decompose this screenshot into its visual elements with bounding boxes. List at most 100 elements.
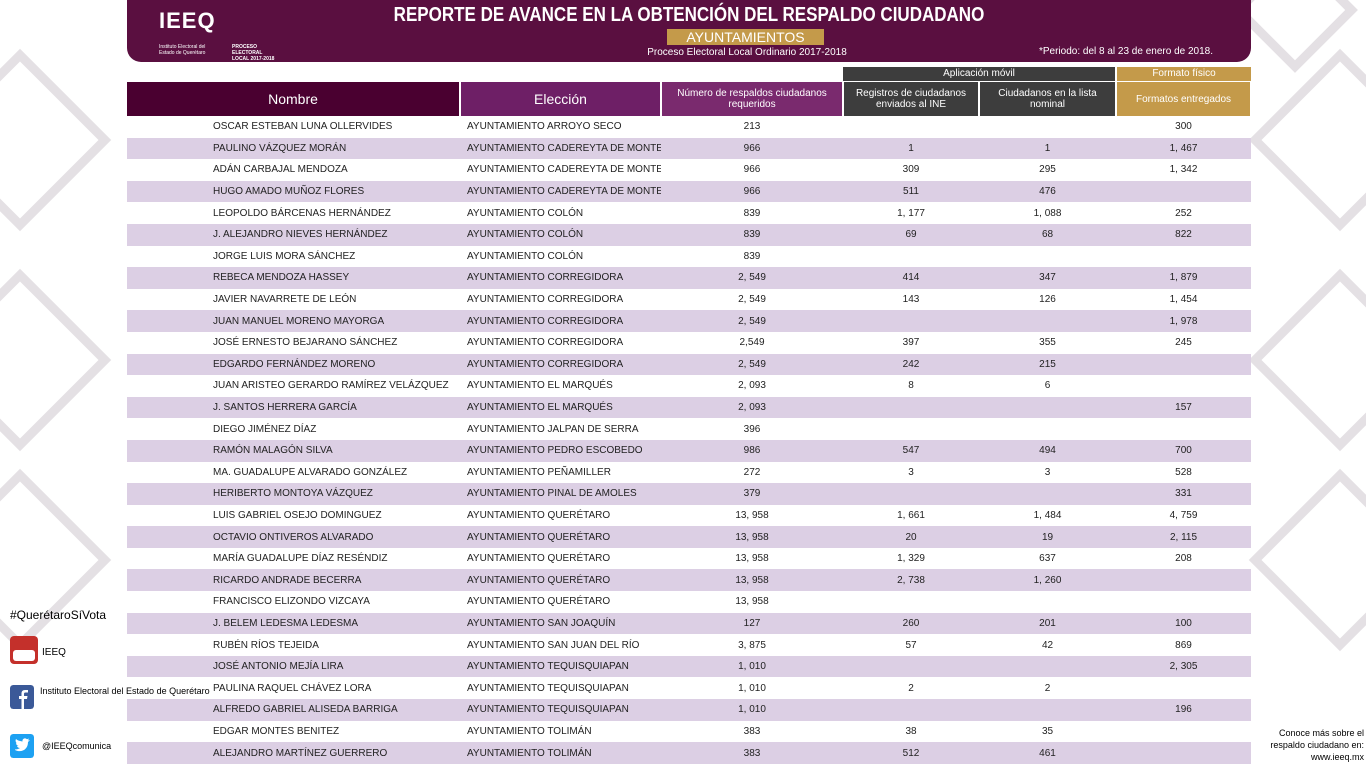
- table-cell: AYUNTAMIENTO CORREGIDORA: [460, 310, 661, 332]
- table-cell: 1, 661: [897, 509, 925, 521]
- table-cell: 127: [661, 612, 843, 635]
- table-cell: 966: [661, 137, 843, 160]
- table-cell: 2, 549: [661, 267, 843, 289]
- table-cell: AYUNTAMIENTO EL MARQUÉS: [460, 396, 661, 419]
- table-cell: 700: [1116, 439, 1251, 462]
- table-cell: AYUNTAMIENTO COLÓN: [460, 223, 661, 246]
- table-row: JUAN ARISTEO GERARDO RAMÍREZ VELÁZQUEZ AY…: [127, 375, 1251, 397]
- table-row: EDGARDO FERNÁNDEZ MORENO AYUNTAMIENTO COR…: [127, 353, 1251, 376]
- table-cell: 383: [661, 742, 843, 764]
- table-cell: [1116, 677, 1251, 699]
- table-cell: 3: [1044, 466, 1051, 478]
- table-cell: 461: [979, 742, 1116, 764]
- table-cell: 13, 958: [735, 509, 769, 521]
- table-cell: [979, 116, 1116, 138]
- table-cell: MARÍA GUADALUPE DÍAZ RESÉNDIZ: [213, 553, 388, 565]
- table-cell: 2,549: [739, 337, 765, 349]
- table-cell: 2, 738: [843, 569, 979, 592]
- table-cell: 2, 305: [1116, 655, 1251, 678]
- table-cell: 1: [843, 137, 979, 160]
- table-row: ALFREDO GABRIEL ALISEDA BARRIGA AYUNTAMIE…: [127, 699, 1251, 721]
- table-cell: 1, 454: [1169, 294, 1198, 306]
- table-cell: [979, 591, 1116, 613]
- table-row: JOSÉ ERNESTO BEJARANO SÁNCHEZ AYUNTAMIENT…: [127, 332, 1251, 354]
- facebook-icon: [10, 685, 34, 709]
- table-cell: 213: [743, 121, 761, 133]
- table-cell: [1116, 180, 1251, 203]
- table-cell: 986: [661, 439, 843, 462]
- table-cell: 494: [979, 439, 1116, 462]
- table-cell: 1, 010: [738, 682, 766, 694]
- table-row: MARÍA GUADALUPE DÍAZ RESÉNDIZ AYUNTAMIENT…: [127, 548, 1251, 570]
- table-cell: [979, 246, 1116, 268]
- table-cell: [843, 591, 979, 613]
- table-cell: 2, 093: [738, 380, 766, 392]
- table-cell: 42: [1041, 639, 1054, 651]
- table-cell: 3: [908, 466, 914, 478]
- table-cell: JOSÉ ANTONIO MEJÍA LIRA: [127, 655, 460, 678]
- table-cell: 68: [979, 223, 1116, 246]
- table-cell: 245: [1175, 337, 1192, 349]
- table-row: ALEJANDRO MARTÍNEZ GUERRERO AYUNTAMIENTO …: [127, 742, 1251, 764]
- table-cell: 511: [843, 180, 979, 203]
- table-cell: 4, 759: [1169, 509, 1198, 521]
- table-cell: 476: [979, 180, 1116, 203]
- column-header: Registros de ciudadanos enviados al INE: [843, 82, 980, 116]
- table-cell: [979, 418, 1116, 440]
- header: IEEQ Instituto Electoral del Estado de Q…: [127, 0, 1251, 62]
- table-cell: 13, 958: [661, 526, 843, 548]
- table-cell: AYUNTAMIENTO CADEREYTA DE MONTES: [460, 137, 661, 160]
- table-cell: [979, 310, 1116, 332]
- youtube-icon: [10, 636, 38, 664]
- table-cell: JOSÉ ERNESTO BEJARANO SÁNCHEZ: [213, 337, 398, 349]
- table-cell: 839: [743, 207, 761, 219]
- table-cell: AYUNTAMIENTO CADEREYTA DE MONTES: [460, 180, 661, 203]
- table-cell: 260: [843, 612, 979, 635]
- table-cell: AYUNTAMIENTO ARROYO SECO: [467, 121, 622, 133]
- table-cell: [1116, 375, 1251, 397]
- table-cell: AYUNTAMIENTO TOLIMÁN: [467, 725, 592, 737]
- column-header: Número de respaldos ciudadanos requerido…: [661, 82, 844, 116]
- table-cell: AYUNTAMIENTO CORREGIDORA: [460, 267, 661, 289]
- table-cell: 1, 467: [1116, 137, 1251, 160]
- table-cell: 383: [743, 725, 761, 737]
- table-cell: 347: [979, 267, 1116, 289]
- table-cell: 69: [843, 223, 979, 246]
- table-cell: AYUNTAMIENTO TEQUISQUIAPAN: [467, 682, 629, 694]
- process-caption: PROCESO ELECTORAL LOCAL 2017-2018: [232, 44, 275, 62]
- table-cell: [843, 310, 979, 332]
- table-cell: RICARDO ANDRADE BECERRA: [127, 569, 460, 592]
- table-row: JOSÉ ANTONIO MEJÍA LIRA AYUNTAMIENTO TEQU…: [127, 655, 1251, 678]
- table-cell: 637: [1039, 553, 1056, 565]
- table-cell: 1, 177: [897, 207, 925, 219]
- table-cell: AYUNTAMIENTO QUERÉTARO: [467, 596, 611, 608]
- table-cell: 839: [743, 250, 761, 262]
- table-cell: 1, 879: [1116, 267, 1251, 289]
- table-cell: [1116, 591, 1251, 613]
- table-row: MA. GUADALUPE ALVARADO GONZÁLEZ AYUNTAMIE…: [127, 462, 1251, 484]
- table-cell: 196: [1116, 699, 1251, 721]
- table-cell: 1, 329: [897, 553, 925, 565]
- table-cell: [1116, 721, 1251, 743]
- table-cell: PAULINO VÁZQUEZ MORÁN: [127, 137, 460, 160]
- table-cell: 57: [905, 639, 917, 651]
- table-cell: EDGARDO FERNÁNDEZ MORENO: [127, 353, 460, 376]
- table-cell: AYUNTAMIENTO COLÓN: [467, 207, 584, 219]
- table-cell: 100: [1116, 612, 1251, 635]
- table-cell: AYUNTAMIENTO CORREGIDORA: [467, 337, 624, 349]
- table-cell: AYUNTAMIENTO CORREGIDORA: [467, 294, 624, 306]
- table-row: JORGE LUIS MORA SÁNCHEZ AYUNTAMIENTO COLÓ…: [127, 246, 1251, 268]
- column-header: Elección: [460, 82, 662, 116]
- table-cell: HUGO AMADO MUÑOZ FLORES: [127, 180, 460, 203]
- table-cell: AYUNTAMIENTO CORREGIDORA: [460, 353, 661, 376]
- table-cell: 1, 978: [1116, 310, 1251, 332]
- table-cell: JORGE LUIS MORA SÁNCHEZ: [213, 250, 356, 262]
- table-cell: AYUNTAMIENTO SAN JUAN DEL RÍO: [467, 639, 640, 651]
- table-cell: 2, 115: [1116, 526, 1251, 548]
- table-cell: 396: [743, 423, 761, 435]
- table-row: PAULINA RAQUEL CHÁVEZ LORA AYUNTAMIENTO T…: [127, 677, 1251, 699]
- table-cell: DIEGO JIMÉNEZ DÍAZ: [213, 423, 317, 435]
- header-row: Nombre Elección Número de respaldos ciudad…: [127, 82, 1252, 116]
